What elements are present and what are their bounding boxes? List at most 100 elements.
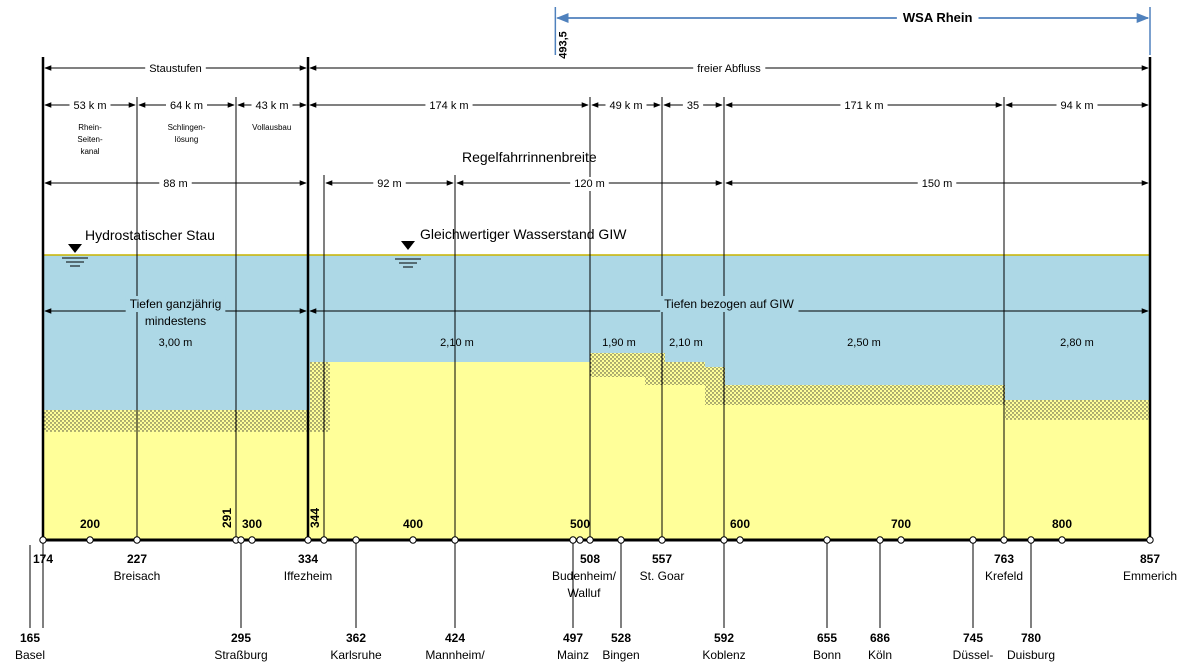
place-name: Duisburg [1007,648,1055,662]
place-name: Bonn [813,648,841,662]
place-name: Düssel- [953,648,994,662]
km-marker [897,536,905,544]
km-marker [237,536,245,544]
section-length-label: 171 k m [844,100,883,112]
km-marker [969,536,977,544]
km-marker [617,536,625,544]
section-note: Rhein- [78,123,102,132]
km-marker [876,536,884,544]
km-marker [304,536,312,544]
fairway-width-label: 88 m [163,178,187,190]
km-tick-label: 400 [403,517,423,531]
place-name: Walluf [568,586,602,600]
label-background [373,177,406,191]
place-name: Budenheim/ [552,569,617,583]
section-length-label: 43 k m [255,100,288,112]
depth-value: 1,90 m [602,337,636,349]
km-marker [1027,536,1035,544]
km-marker [1146,536,1154,544]
place-name: Bingen [602,648,639,662]
depth-header-label: mindestens [145,314,206,328]
place-km: 857 [1140,552,1160,566]
water-level-symbol-hydro [62,244,88,267]
place-km: 655 [817,631,837,645]
place-km: 174 [33,552,53,566]
section-length-label: 53 k m [73,100,106,112]
regime-label: freier Abfluss [697,63,761,75]
wsa-label: WSA Rhein [903,10,973,25]
place-name: Breisach [114,569,161,583]
place-name: Köln [868,648,892,662]
place-name: Iffezheim [284,569,332,583]
hydrostatic-stau-label: Hydrostatischer Stau [85,227,215,243]
km-marker [823,536,831,544]
width-title: Regelfahrrinnenbreite [462,149,597,165]
depth-value: 2,10 m [440,337,474,349]
km-vertical-label: 344 [308,508,322,528]
km-marker [569,536,577,544]
depth-value: 2,50 m [847,337,881,349]
place-km: 686 [870,631,890,645]
place-km: 528 [611,631,631,645]
label-background [896,9,979,26]
km-tick-label: 300 [242,517,262,531]
giw-label: Gleichwertiger Wasserstand GIW [420,226,627,242]
km-tick-label: 800 [1052,517,1072,531]
km-marker [320,536,328,544]
section-note: Seiten- [77,135,103,144]
place-km: 557 [652,552,672,566]
label-background [605,99,647,113]
place-name: Krefeld [985,569,1023,583]
km-marker [1058,536,1066,544]
label-background [660,296,799,312]
wsa-start-km: 493,5 [557,31,569,59]
section-length-label: 64 k m [170,100,203,112]
label-background [165,99,208,113]
section-length-label: 35 [687,100,699,112]
section-note: kanal [80,147,99,156]
section-length-label: 174 k m [429,100,468,112]
km-tick-label: 500 [570,517,590,531]
label-background [125,296,226,312]
depth-header-label: Tiefen bezogen auf GIW [664,297,794,311]
km-tick-label: 200 [80,517,100,531]
place-km: 227 [127,552,147,566]
km-tick-label: 600 [730,517,750,531]
section-note: Schlingen- [168,123,206,132]
label-background [145,62,206,76]
dotted-bed-layer [43,353,1150,432]
section-length-label: 49 k m [609,100,642,112]
label-background [425,99,473,113]
place-km: 780 [1021,631,1041,645]
km-marker [658,536,666,544]
place-name: Basel [15,648,45,662]
place-name: Mainz [557,648,589,662]
km-marker [409,536,417,544]
km-marker [586,536,594,544]
place-name: Straßburg [214,648,267,662]
depth-value: 2,10 m [669,337,703,349]
section-note: lösung [175,135,199,144]
km-marker [451,536,459,544]
label-background [140,313,211,329]
km-marker [736,536,744,544]
label-background [693,62,766,76]
km-marker [86,536,94,544]
place-km: 362 [346,631,366,645]
place-km: 165 [20,631,40,645]
place-km: 745 [963,631,983,645]
place-km: 763 [994,552,1014,566]
km-marker [248,536,256,544]
place-km: 497 [563,631,583,645]
label-background [1056,99,1098,113]
label-background [840,99,888,113]
depth-value: 2,80 m [1060,337,1094,349]
km-marker [720,536,728,544]
km-marker [352,536,360,544]
label-background [159,177,192,191]
place-name: Emmerich [1123,569,1177,583]
place-km: 295 [231,631,251,645]
label-background [682,99,704,113]
place-name: Karlsruhe [330,648,382,662]
